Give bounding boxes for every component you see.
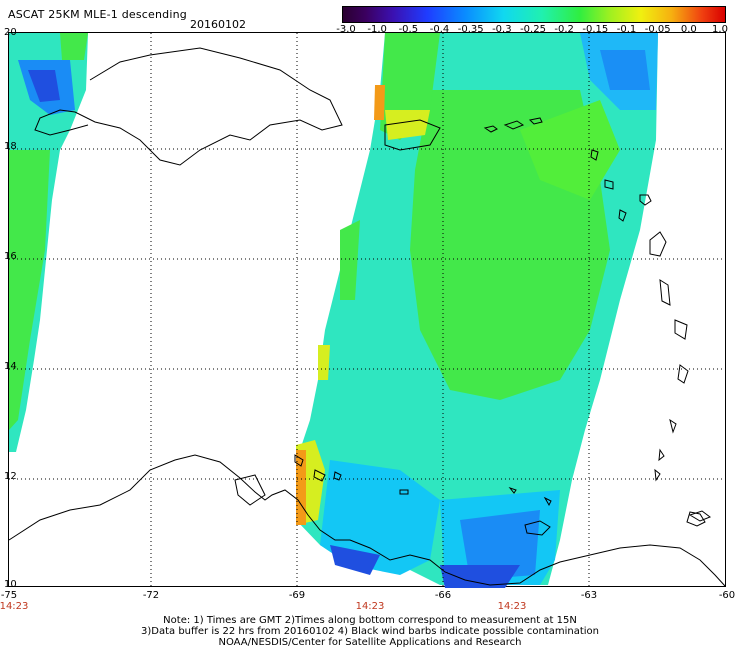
colorbar-tick-label: -0.3 xyxy=(492,24,512,35)
time-label-center: 14:23 xyxy=(355,601,385,612)
note-line-2: 3)Data buffer is 22 hrs from 20160102 4)… xyxy=(141,626,599,637)
lat-label-18: 18 xyxy=(4,141,17,152)
time-label-left: 14:23 xyxy=(0,601,29,612)
lat-label-12: 12 xyxy=(4,471,17,482)
note-line-1: Note: 1) Times are GMT 2)Times along bot… xyxy=(163,615,577,626)
lon-label-69: -69 xyxy=(288,590,306,601)
colorbar-tick-label: -0.5 xyxy=(398,24,419,35)
lat-label-10: 10 xyxy=(4,579,17,590)
left-swath xyxy=(9,33,88,452)
lat-label-14: 14 xyxy=(4,361,17,372)
colorbar-tick-label: 0.0 xyxy=(680,24,697,35)
colorbar-tick-label: -0.1 xyxy=(616,24,637,35)
lat-label-20: 20 xyxy=(4,27,17,38)
lon-label-63: -63 xyxy=(580,590,598,601)
map-date: 20160102 xyxy=(190,18,246,31)
map-title: ASCAT 25KM MLE-1 descending xyxy=(8,8,187,21)
colorbar-tick-label: -0.35 xyxy=(457,24,484,35)
colorbar-tick-label: -1.0 xyxy=(367,24,387,35)
time-label-right: 14:23 xyxy=(497,601,527,612)
graticule xyxy=(9,33,725,586)
lat-label-16: 16 xyxy=(4,251,17,262)
colorbar-tick-label: -0.25 xyxy=(520,24,546,35)
colorbar-tick-label: 1.0 xyxy=(712,24,728,35)
colorbar-tick-label: -0.15 xyxy=(582,24,609,35)
note-line-3: NOAA/NESDIS/Center for Satellite Applica… xyxy=(218,637,522,648)
colorbar-tick-label: -0.4 xyxy=(429,24,450,35)
lon-label-75: -75 xyxy=(0,590,18,601)
colorbar-tick-label: -0.2 xyxy=(554,24,574,35)
colorbar-tick-label: -3.0 xyxy=(336,24,356,35)
map-frame xyxy=(8,32,726,587)
colorbar-tick-label: -0.05 xyxy=(644,24,671,35)
lon-label-60: -60 xyxy=(718,590,736,601)
coastlines xyxy=(8,47,726,587)
lon-label-66: -66 xyxy=(434,590,452,601)
main-swath xyxy=(296,33,658,588)
colorbar xyxy=(342,6,726,23)
lon-label-72: -72 xyxy=(142,590,160,601)
